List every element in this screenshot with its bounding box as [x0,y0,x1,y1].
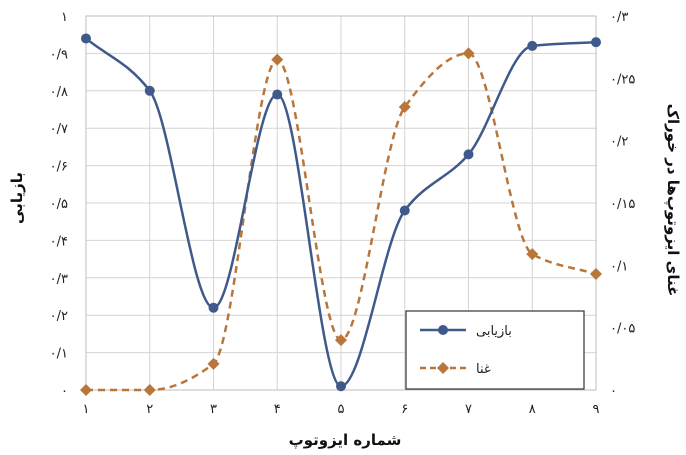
x-axis-title: شماره ایزوتوپ [289,431,402,449]
y-right-tick-label: ۰/۲ [610,135,628,150]
y-left-tick-label: ۰/۵ [50,197,68,212]
data-point-recovery [399,205,410,216]
y-right-tick-label: ۰/۱۵ [610,197,635,212]
data-point-recovery [336,381,346,392]
data-point-enrichment [590,268,602,281]
x-tick-label: ۴ [274,402,281,417]
x-tick-label: ۸ [529,402,536,417]
y-right-axis-ticks: ۰ ۰/۰۵ ۰/۱ ۰/۱۵ ۰/۲ ۰/۲۵ ۰/۳ [610,10,635,399]
y-right-tick-label: ۰/۲۵ [610,72,635,87]
data-point-recovery [272,89,283,100]
data-point-recovery [144,85,155,96]
series-line-recovery [85,37,597,388]
x-tick-label: ۲ [146,402,153,417]
y-left-tick-label: ۰/۶ [50,160,68,175]
data-point-enrichment [335,334,347,347]
data-point-enrichment [526,248,539,261]
y-right-tick-label: ۰/۳ [610,10,628,25]
legend: بازیابی غنا [405,310,585,390]
legend-marker-enrichment [437,362,449,374]
data-point-enrichment [143,384,156,396]
data-point-recovery [591,37,601,48]
y-right-tick-label: ۰/۰۵ [610,322,635,337]
data-point-recovery [463,149,474,160]
legend-marker-recovery [438,325,448,335]
y-left-tick-label: ۰/۳ [50,272,68,287]
y-right-axis-title: غنای ایزوتوپ‌ها در خوراک [664,104,682,297]
x-tick-label: ۳ [210,402,217,417]
y-left-tick-label: ۰/۴ [50,234,68,249]
data-point-enrichment [207,357,220,370]
data-point-enrichment [462,47,475,60]
data-point-recovery [81,33,91,44]
y-left-tick-label: ۰/۸ [50,85,68,100]
y-left-tick-label: ۰/۱ [50,347,68,362]
y-left-tick-label: ۰/۲ [50,309,68,324]
data-point-enrichment [271,53,284,66]
x-tick-label: ۹ [593,402,600,417]
data-point-enrichment [80,384,92,396]
y-left-tick-label: ۰/۹ [50,47,68,62]
legend-label-recovery: بازیابی [476,324,512,339]
data-point-recovery [208,302,219,313]
data-point-enrichment [398,101,411,114]
y-left-axis-ticks: ۰ ۰/۱ ۰/۲ ۰/۳ ۰/۴ ۰/۵ ۰/۶ ۰/۷ ۰/۸ ۰/۹ ۱ [50,10,68,399]
data-point-recovery [527,40,538,51]
x-tick-label: ۷ [465,402,472,417]
series-layer [80,33,602,396]
x-tick-label: ۶ [401,402,408,417]
legend-label-enrichment: غنا [476,362,491,377]
x-tick-label: ۵ [338,402,345,417]
y-left-tick-label: ۱ [61,10,68,25]
x-axis-ticks: ۱ ۲ ۳ ۴ ۵ ۶ ۷ ۸ ۹ [83,402,600,417]
y-right-tick-label: ۰ [610,384,617,399]
y-right-tick-label: ۰/۱ [610,259,628,274]
y-left-axis-title: بازیابی [8,172,26,224]
legend-box [405,310,585,390]
x-tick-label: ۱ [83,402,90,417]
y-left-tick-label: ۰ [61,384,68,399]
y-left-tick-label: ۰/۷ [50,122,68,137]
